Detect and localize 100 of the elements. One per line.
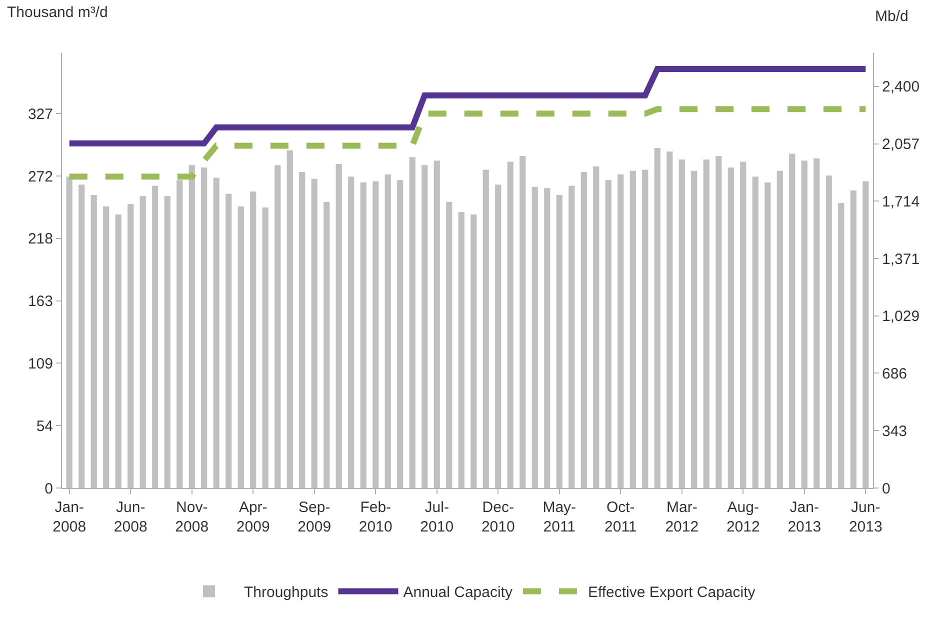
x-tick-label: Jun-2008 <box>114 499 148 536</box>
y2-tick-label: 1,029 <box>882 308 920 326</box>
y2-tick-label: 343 <box>882 422 908 440</box>
bar <box>752 176 758 488</box>
bar <box>188 165 195 488</box>
bar <box>128 204 134 488</box>
bar <box>213 178 220 488</box>
bar <box>422 165 428 488</box>
bar <box>360 182 366 488</box>
bar <box>544 188 550 488</box>
x-tick-label: Jul-2010 <box>420 499 454 536</box>
bar <box>140 196 146 488</box>
bar <box>593 166 600 488</box>
x-tick-label: Oct-2011 <box>604 499 637 536</box>
bar <box>740 162 746 488</box>
y2-tick-label: 2,057 <box>882 136 920 154</box>
bar <box>90 194 97 488</box>
bar <box>654 148 660 488</box>
y-axis-title: Thousand m³/d <box>7 4 108 21</box>
x-tick-label: Jan-2013 <box>788 499 822 536</box>
x-tick-label: Mar-2012 <box>665 499 699 536</box>
y2-tick-label: 2,400 <box>882 78 920 96</box>
legend-label: Throughputs <box>244 584 328 602</box>
bar <box>716 156 722 488</box>
bar <box>568 186 575 488</box>
bar <box>580 172 587 488</box>
x-tick-label: Feb-2010 <box>358 499 392 536</box>
bar <box>850 190 856 488</box>
bar <box>678 159 685 488</box>
legend-label: Annual Capacity <box>403 584 513 602</box>
bar <box>458 212 464 488</box>
x-tick-label: Jan-2008 <box>52 499 86 536</box>
y-tick-label: 54 <box>36 418 53 435</box>
bar <box>152 186 158 488</box>
bar <box>372 181 379 488</box>
bar <box>826 175 832 488</box>
bar <box>324 202 330 488</box>
y-tick-label: 109 <box>28 355 53 372</box>
y-tick-label: 0 <box>44 480 53 498</box>
x-tick-label: Aug-2012 <box>726 499 760 536</box>
bar <box>176 180 183 488</box>
bar <box>776 170 783 488</box>
bar <box>103 206 110 488</box>
bar <box>286 150 293 488</box>
bar <box>348 176 354 488</box>
bar <box>814 158 820 488</box>
bar <box>642 170 648 488</box>
bar <box>728 167 734 488</box>
bar <box>532 186 538 488</box>
x-tick-label: Sep-2009 <box>298 499 332 536</box>
x-tick-label: Dec-2010 <box>481 499 515 536</box>
bar <box>226 194 232 488</box>
bar <box>605 180 612 488</box>
bar <box>801 160 808 488</box>
x-tick-label: May-2011 <box>542 499 576 536</box>
y2-axis-title: Mb/d <box>875 8 908 25</box>
x-tick-label: Apr-2009 <box>236 499 270 536</box>
bar <box>274 165 281 488</box>
bar <box>691 170 698 488</box>
bar <box>311 178 318 488</box>
bar <box>630 170 636 488</box>
bar <box>838 202 844 488</box>
bar <box>556 194 562 488</box>
bar <box>115 214 122 488</box>
bar <box>618 174 624 488</box>
bar <box>764 182 771 488</box>
bar <box>434 160 440 488</box>
y2-tick-label: 0 <box>882 480 890 498</box>
bar <box>238 206 244 488</box>
bar <box>164 196 170 488</box>
bar <box>384 174 391 488</box>
bar <box>299 172 306 488</box>
x-tick-label: Nov-2008 <box>175 499 209 536</box>
y2-tick-label: 1,371 <box>882 250 920 268</box>
bar <box>520 156 526 488</box>
bar <box>507 162 514 488</box>
bar <box>789 154 796 488</box>
bar <box>409 157 416 488</box>
legend-label: Effective Export Capacity <box>588 584 756 602</box>
bar <box>336 164 342 488</box>
bar <box>250 192 256 488</box>
y-tick-label: 218 <box>28 230 53 248</box>
bar <box>446 202 452 488</box>
y-tick-label: 163 <box>28 293 53 310</box>
y-tick-label: 327 <box>28 106 53 123</box>
y2-tick-label: 1,714 <box>882 193 920 210</box>
bar <box>703 159 710 488</box>
bar <box>495 184 502 488</box>
y2-tick-label: 686 <box>882 365 908 382</box>
bar <box>262 208 268 488</box>
bar <box>201 167 208 488</box>
x-tick-label: Jun-2013 <box>848 499 882 536</box>
bar <box>482 170 489 488</box>
bar <box>470 214 477 488</box>
bar <box>78 184 85 488</box>
y-tick-label: 272 <box>28 168 53 186</box>
bar <box>397 180 404 488</box>
bar <box>862 181 869 488</box>
bar <box>666 151 673 488</box>
bar <box>66 176 72 488</box>
